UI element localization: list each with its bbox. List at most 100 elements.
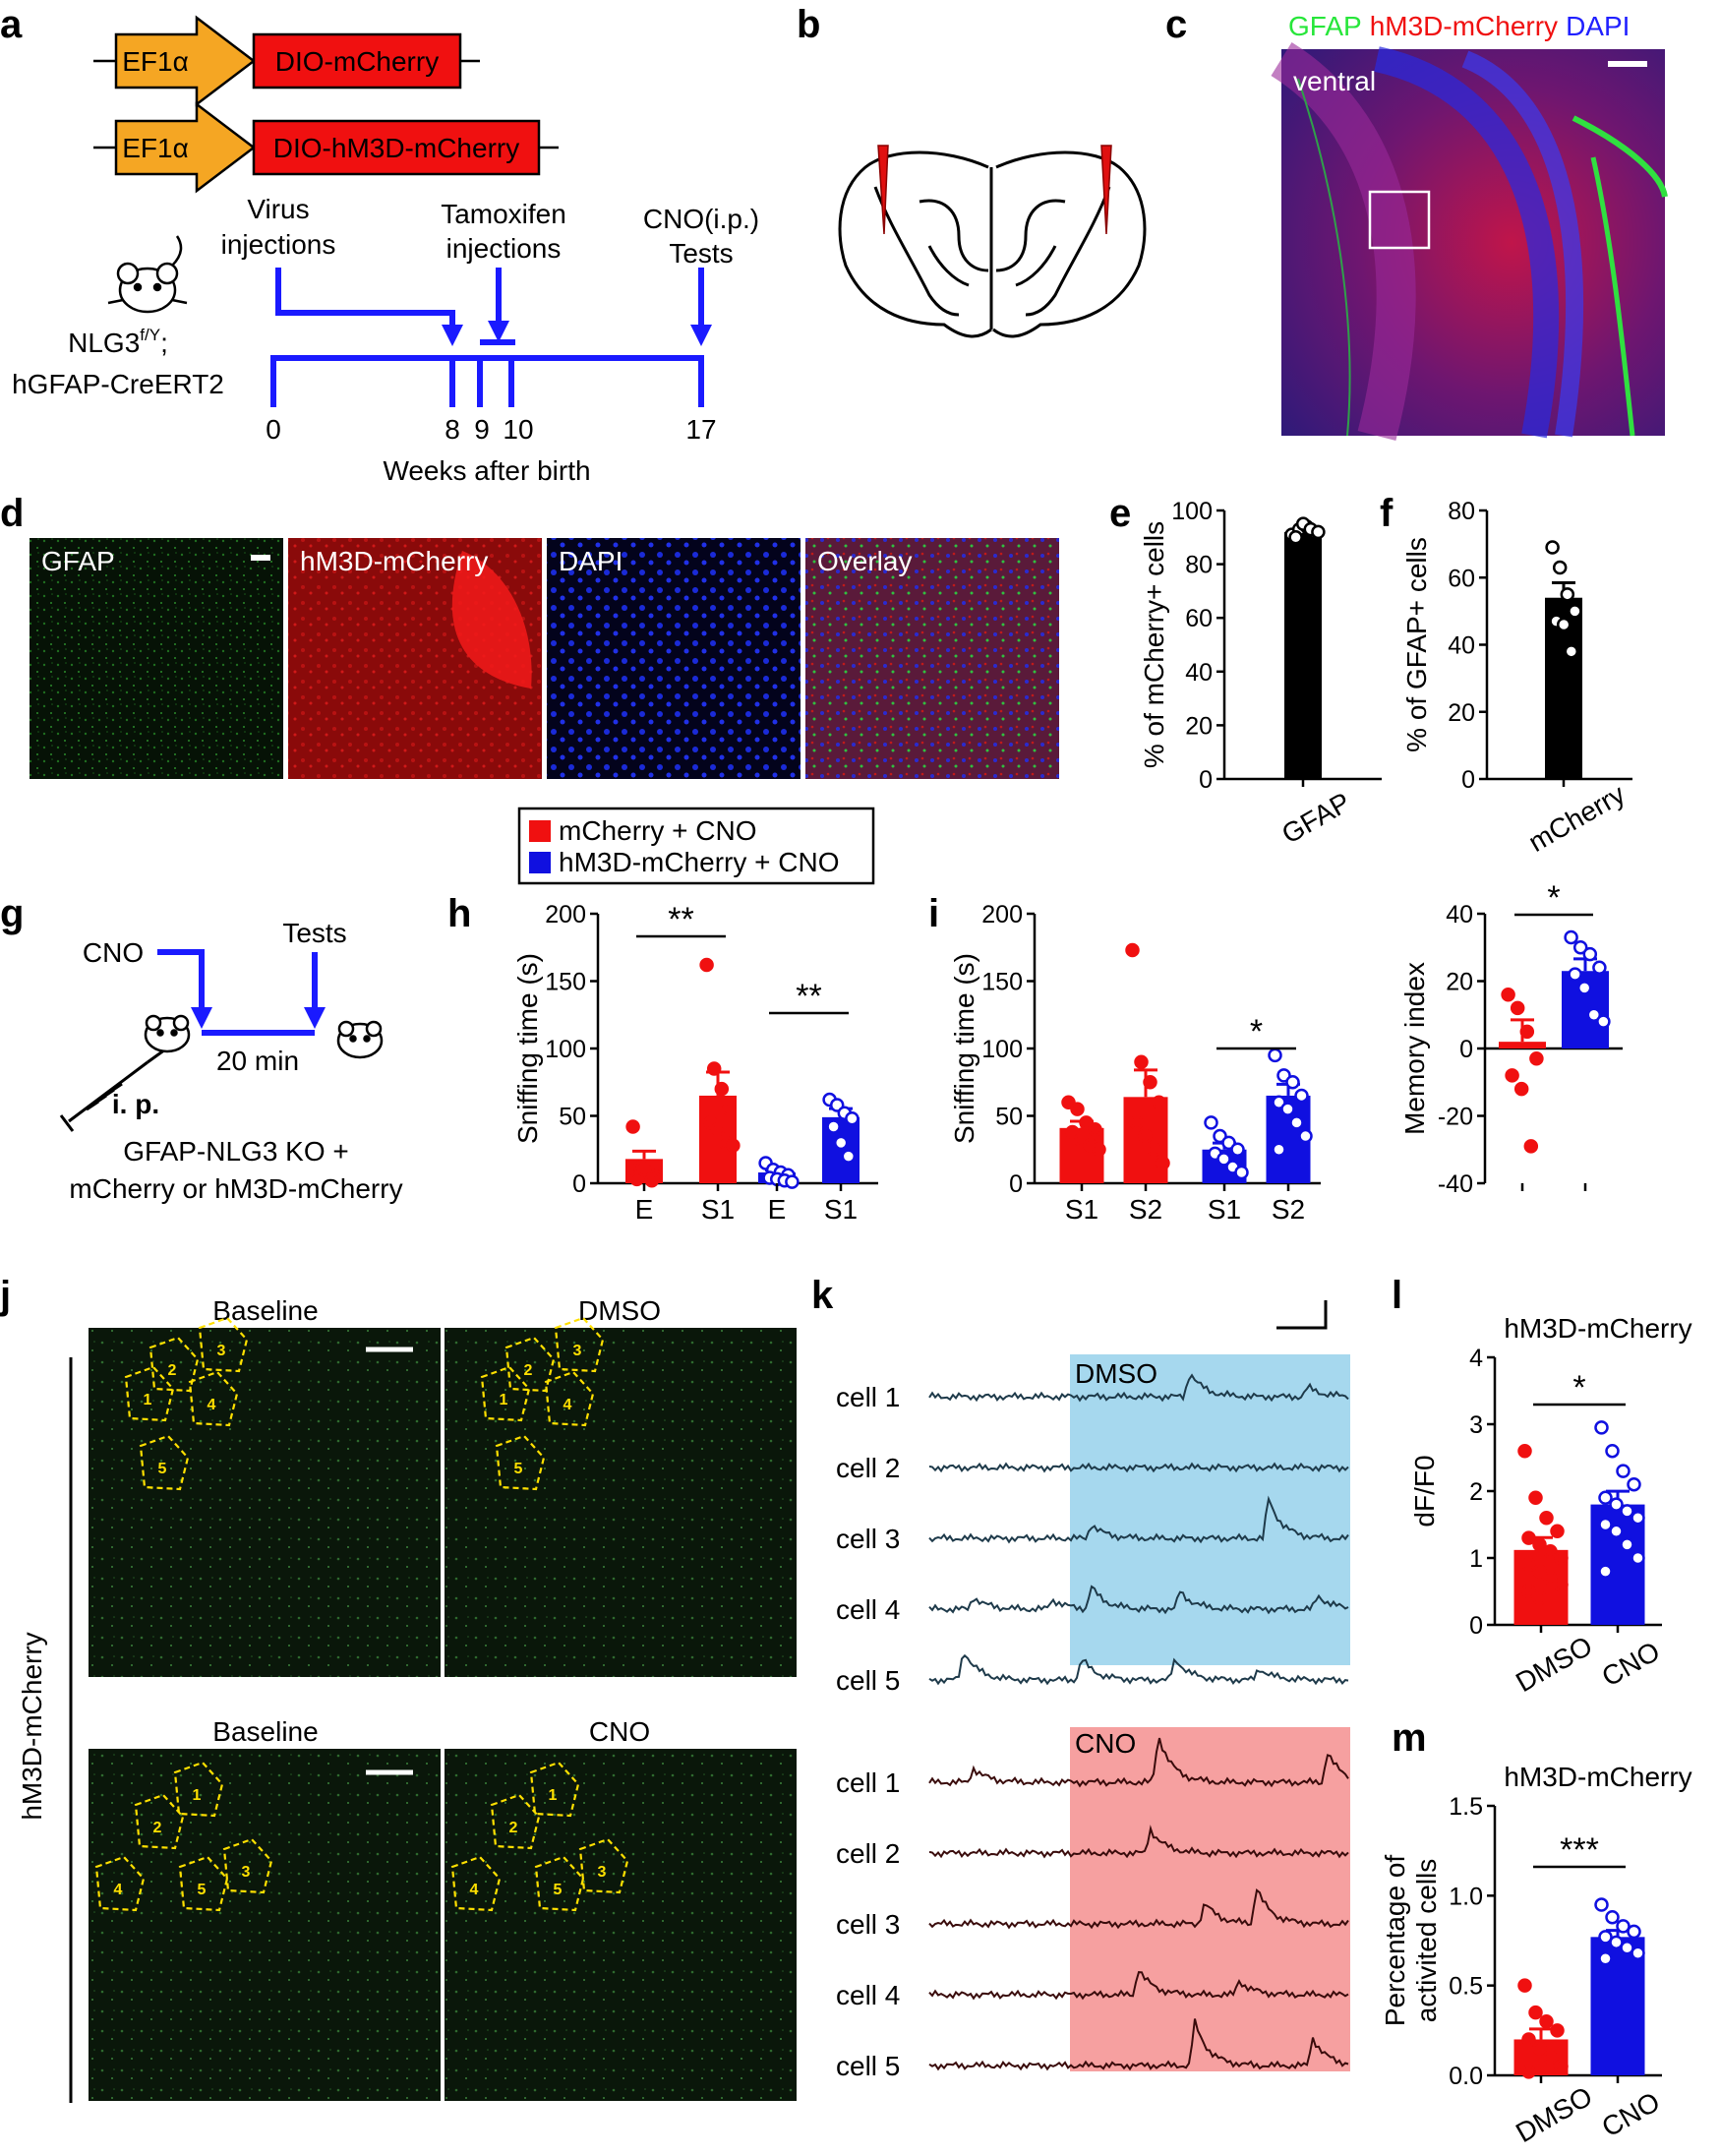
y-tick-label: -40 <box>1438 1170 1473 1198</box>
roi-outline <box>198 1316 249 1373</box>
k-cno-label: CNO <box>1075 1728 1136 1759</box>
data-point <box>1517 1443 1532 1459</box>
x-tick-label: CNO <box>1597 1636 1665 1693</box>
chart-f: 0 20 40 60 80 % of GFAP+ cells mCherry <box>1401 498 1632 858</box>
y-tick-label: 100 <box>981 1036 1023 1063</box>
weeks-axis-label: Weeks after birth <box>383 455 590 486</box>
x-tick-label: E <box>635 1194 654 1225</box>
x-tick-label: DMSO <box>1511 1630 1597 1698</box>
construct2-box <box>252 119 541 176</box>
roi-outline <box>148 1336 200 1393</box>
roi-outline <box>480 1365 531 1422</box>
data-point <box>1152 1095 1166 1110</box>
data-point <box>1620 1941 1634 1955</box>
data-point <box>1598 1517 1613 1532</box>
y-tick-label: 1 <box>1469 1545 1483 1573</box>
data-point <box>1594 1420 1609 1435</box>
panel-letter-a: a <box>0 3 23 46</box>
chart-title: hM3D-mCherry <box>1504 1313 1691 1344</box>
chart-l: 0 1 2 3 4 dF/F0 hM3D-mCherry DMSO CNO * <box>1409 1313 1692 1698</box>
y-axis-label: Percentage of <box>1380 1855 1410 2027</box>
data-point <box>1631 1550 1645 1566</box>
panel-g-schematic: CNO Tests 20 min i. p. GFAP-NLG3 KO + mC… <box>59 918 403 1204</box>
tile-label-dapi: DAPI <box>559 546 623 576</box>
roi-number: 2 <box>524 1362 533 1379</box>
y-tick-label: 0 <box>572 1170 586 1198</box>
roi-outline <box>578 1837 629 1894</box>
data-point <box>1627 1924 1641 1940</box>
roi-number: 3 <box>573 1343 582 1359</box>
timeline <box>270 268 704 407</box>
calcium-trace <box>928 1653 1349 1686</box>
j-side-label: hM3D-mCherry <box>17 1632 47 1820</box>
data-point <box>785 1174 800 1189</box>
tile-label-hm3d: hM3D-mCherry <box>300 546 488 576</box>
roi-outline <box>450 1855 502 1912</box>
data-point <box>1576 981 1592 995</box>
promoter-arrow-2 <box>114 101 257 194</box>
bar <box>1499 1042 1546 1048</box>
g-groups-l2: mCherry or hM3D-mCherry <box>69 1173 402 1204</box>
promoter-label-2: EF1α <box>122 133 189 163</box>
data-point <box>1620 1537 1634 1552</box>
y-tick-label: 0 <box>1009 1170 1023 1198</box>
region-label: ventral <box>1293 66 1376 96</box>
y-tick-label: 60 <box>1185 605 1213 632</box>
data-point <box>1204 1115 1218 1130</box>
roi-outline <box>124 1365 175 1422</box>
data-point <box>1586 1007 1602 1022</box>
significance-stars: ** <box>796 978 821 1015</box>
tile-gfap <box>30 538 283 779</box>
roi-outline <box>554 1316 605 1373</box>
data-point <box>1529 1051 1544 1066</box>
data-point <box>625 1119 640 1134</box>
y-tick-label: 150 <box>545 969 586 996</box>
event-cno-l2: Tests <box>669 238 733 269</box>
data-point <box>1620 1504 1634 1519</box>
roi-number: 4 <box>208 1397 216 1413</box>
k-traces: cell 1 cell 2 cell 3 cell 4 cell 5 cell 1 cell… <box>836 1373 1349 2081</box>
j-label-baseline-1: Baseline <box>212 1295 318 1326</box>
data-point <box>1216 1152 1231 1167</box>
j-tile-baseline-2 <box>89 1749 441 2101</box>
y-tick-label: 4 <box>1469 1345 1483 1372</box>
data-point <box>1501 987 1515 1002</box>
roi-number: 5 <box>554 1882 563 1898</box>
roi-outline <box>173 1761 224 1818</box>
data-point <box>1609 1497 1624 1512</box>
data-point <box>1517 1978 1532 1993</box>
data-point <box>833 1135 849 1151</box>
roi-outline <box>534 1855 585 1912</box>
panel-letter-k: k <box>811 1274 834 1317</box>
cell-label: cell 1 <box>836 1382 900 1412</box>
data-point <box>1631 1946 1645 1961</box>
x-tick-label: S1 <box>824 1194 858 1225</box>
data-point <box>636 1163 652 1177</box>
data-point <box>1552 560 1568 575</box>
legend-swatch-mcherry <box>529 820 551 842</box>
roi-outline <box>94 1855 146 1912</box>
panel-letter-i: i <box>928 892 939 935</box>
y-tick-label: 0.5 <box>1449 1973 1483 2001</box>
j-tile-dmso <box>445 1328 797 1677</box>
data-point <box>1513 1081 1529 1097</box>
x-tick-label: CNO <box>1597 2086 1665 2143</box>
j-label-dmso: DMSO <box>578 1295 661 1326</box>
k-scale-bar <box>1276 1300 1328 1330</box>
panel-letters: a b c d e f g h i j k l m <box>0 3 1427 1760</box>
roi-outline <box>178 1855 229 1912</box>
data-point <box>1298 1128 1313 1144</box>
data-point <box>1289 1115 1304 1130</box>
data-point <box>1609 1935 1624 1950</box>
cell-label: cell 3 <box>836 1524 900 1554</box>
roi-number: 5 <box>158 1461 167 1477</box>
data-point <box>1147 1142 1161 1157</box>
y-tick-label: 40 <box>1448 632 1475 660</box>
data-point <box>845 1110 860 1126</box>
mouse-line-label-1: NLG3f/Y; <box>68 326 168 358</box>
significance-stars: ** <box>668 901 693 938</box>
y-tick-label: 50 <box>995 1104 1023 1131</box>
y-tick-label: 20 <box>1185 712 1213 740</box>
inset-box <box>1368 190 1431 250</box>
calcium-trace <box>928 1825 1349 1859</box>
